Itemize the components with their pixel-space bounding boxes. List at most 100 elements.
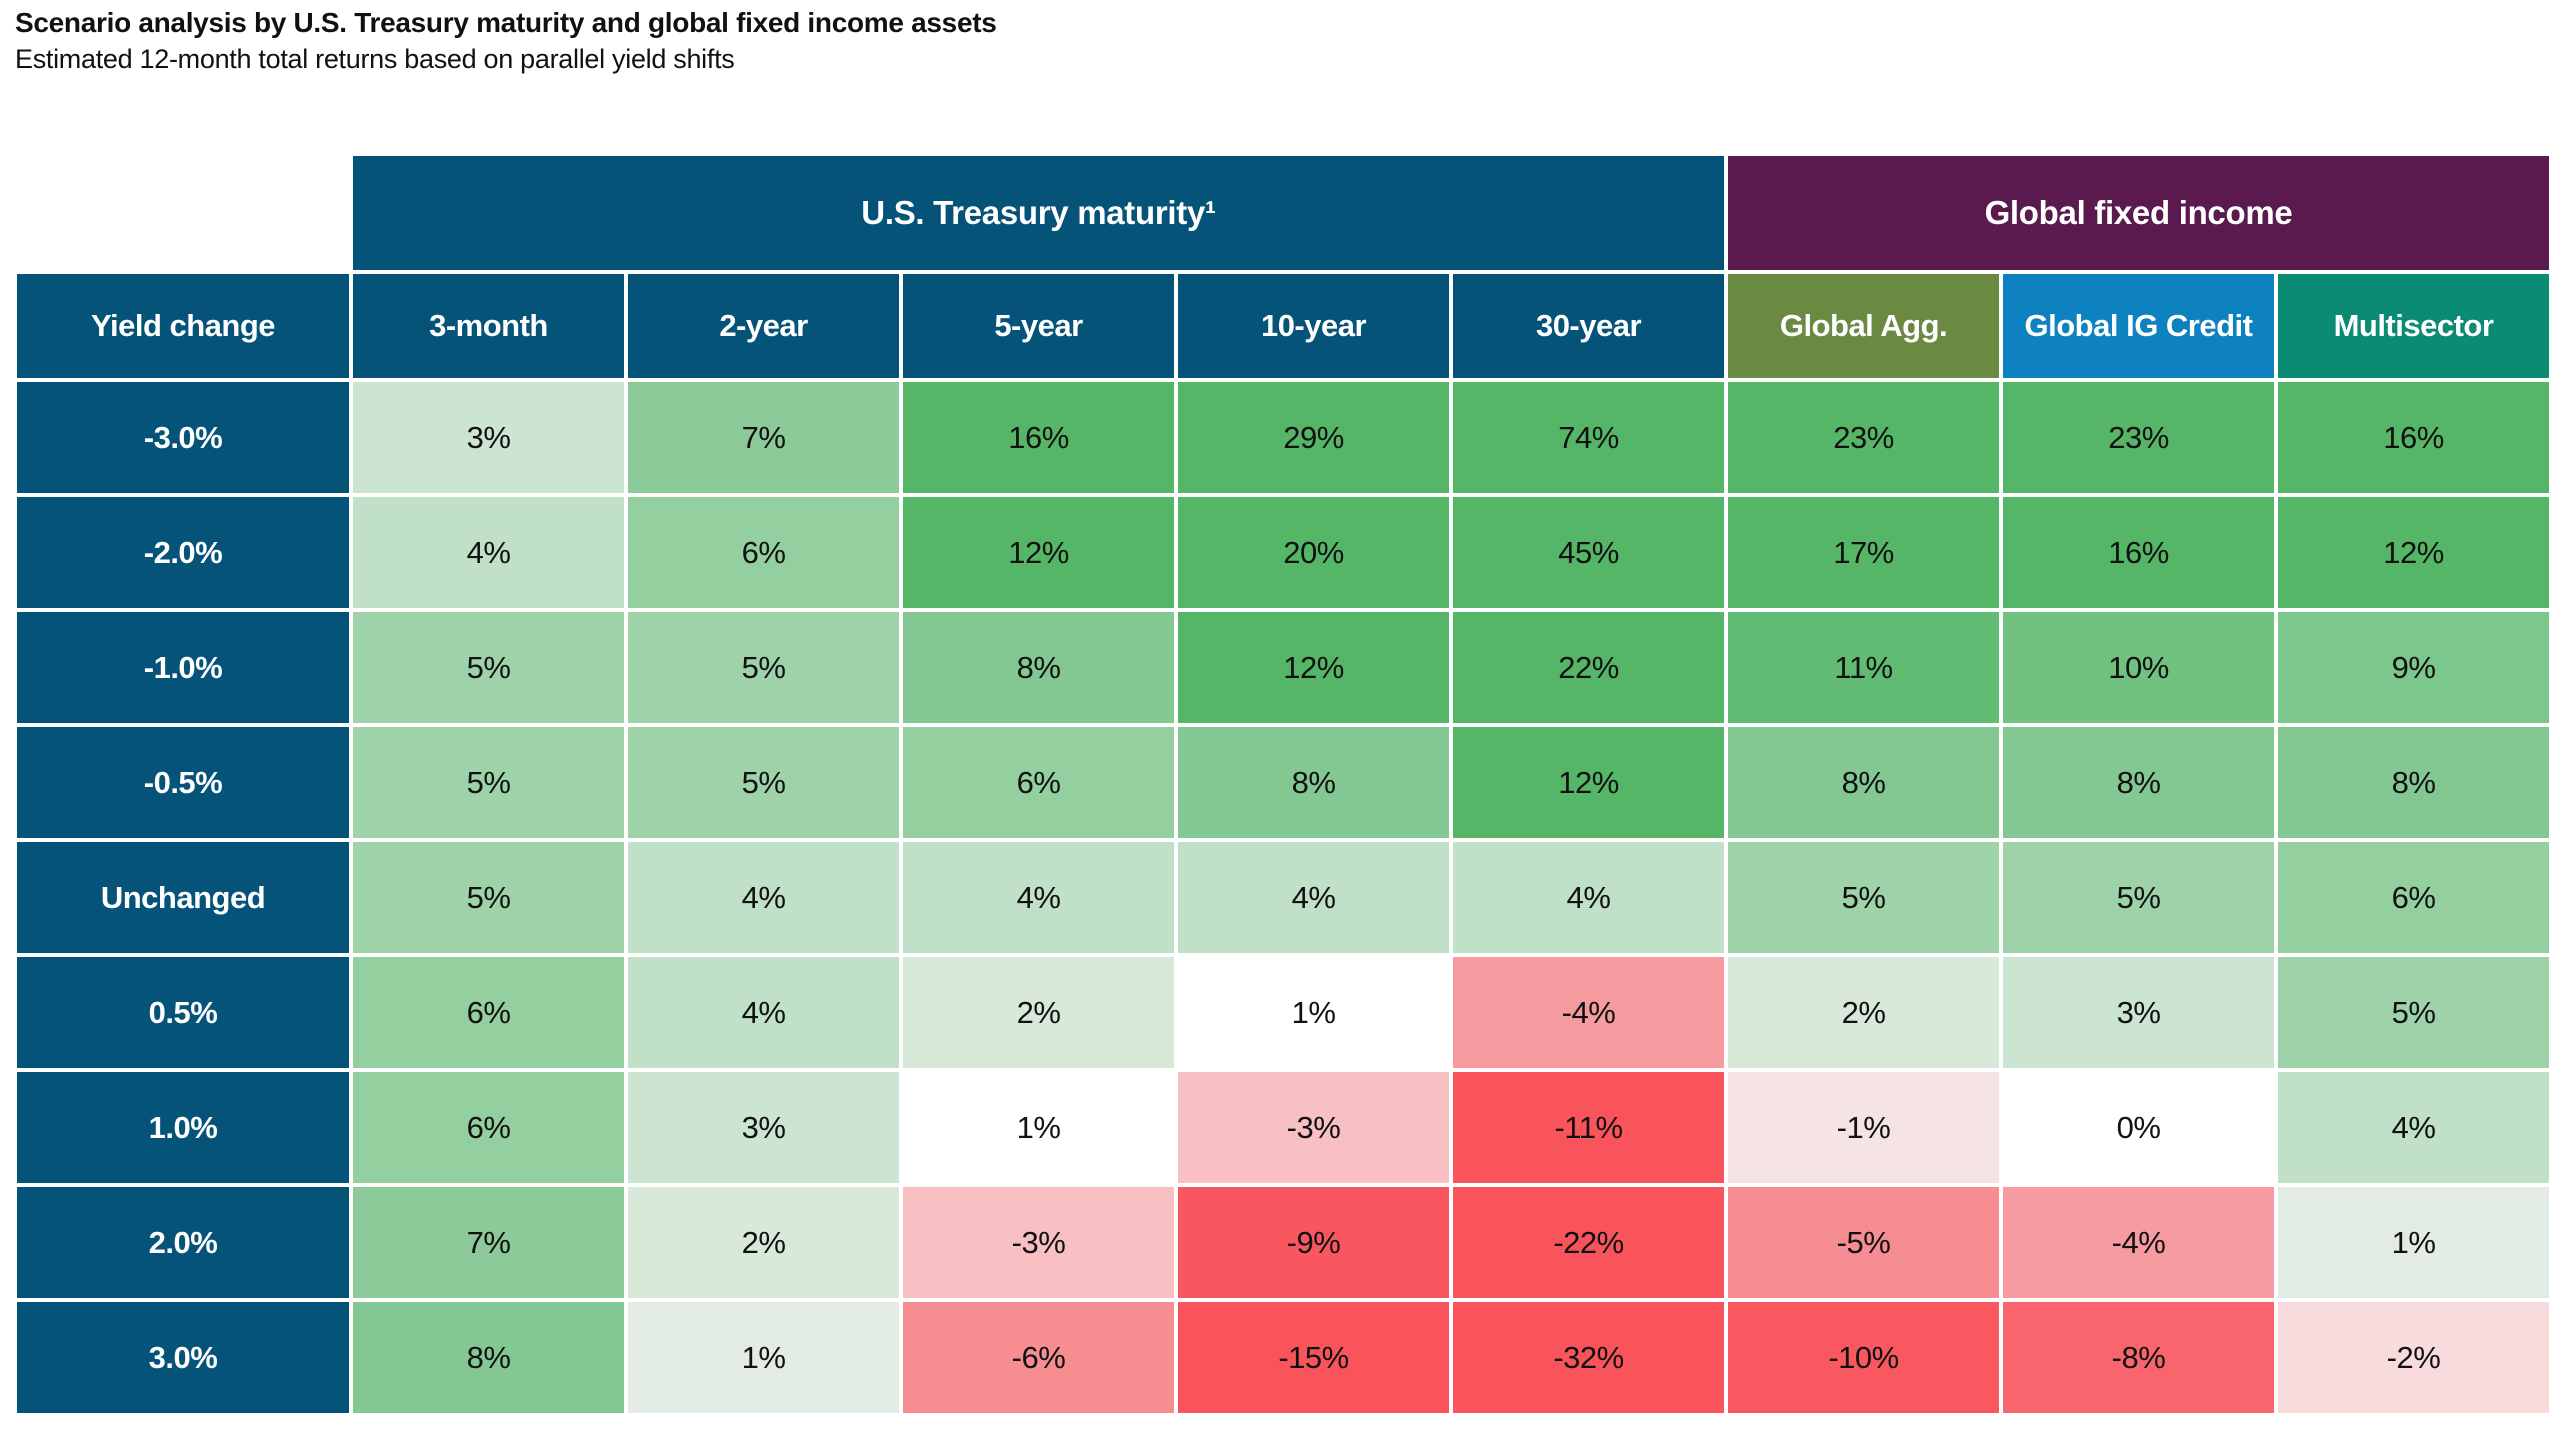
table-cell-0-5-2-year: 4% bbox=[628, 957, 899, 1068]
table-cell-2-0-3-month: 7% bbox=[353, 1187, 624, 1298]
table-cell-3-0-global-ig-credit: -8% bbox=[2003, 1302, 2274, 1413]
table-row-0-5: 0.5% 6% 4% 2% 1% -4% 2% 3% 5% bbox=[17, 957, 2549, 1068]
table-cell-3-0-3-month: 3% bbox=[353, 382, 624, 493]
column-header-global-agg: Global Agg. bbox=[1728, 274, 1999, 378]
table-cell-unchanged-global-ig-credit: 5% bbox=[2003, 842, 2274, 953]
table-row-1-0: 1.0% 6% 3% 1% -3% -11% -1% 0% 4% bbox=[17, 1072, 2549, 1183]
row-label-0-5: -0.5% bbox=[17, 727, 349, 838]
table-cell-2-0-global-agg: -5% bbox=[1728, 1187, 1999, 1298]
table-cell-3-0-multisector: -2% bbox=[2278, 1302, 2549, 1413]
table-cell-3-0-30-year: 74% bbox=[1453, 382, 1724, 493]
table-cell-1-0-multisector: 9% bbox=[2278, 612, 2549, 723]
table-cell-1-0-5-year: 1% bbox=[903, 1072, 1174, 1183]
table-cell-3-0-5-year: 16% bbox=[903, 382, 1174, 493]
table-cell-1-0-global-agg: -1% bbox=[1728, 1072, 1999, 1183]
table-cell-unchanged-30-year: 4% bbox=[1453, 842, 1724, 953]
table-cell-0-5-2-year: 5% bbox=[628, 727, 899, 838]
table-cell-0-5-multisector: 5% bbox=[2278, 957, 2549, 1068]
row-label-2-0: 2.0% bbox=[17, 1187, 349, 1298]
table-cell-3-0-3-month: 8% bbox=[353, 1302, 624, 1413]
scenario-table-container: U.S. Treasury maturity¹ Global fixed inco… bbox=[13, 152, 2553, 1417]
table-cell-2-0-5-year: 12% bbox=[903, 497, 1174, 608]
row-label-1-0: -1.0% bbox=[17, 612, 349, 723]
column-header-global-ig-credit: Global IG Credit bbox=[2003, 274, 2274, 378]
row-label-0-5: 0.5% bbox=[17, 957, 349, 1068]
table-cell-3-0-global-agg: -10% bbox=[1728, 1302, 1999, 1413]
table-cell-2-0-3-month: 4% bbox=[353, 497, 624, 608]
column-header-multisector: Multisector bbox=[2278, 274, 2549, 378]
table-cell-unchanged-10-year: 4% bbox=[1178, 842, 1449, 953]
table-cell-3-0-30-year: -32% bbox=[1453, 1302, 1724, 1413]
table-row-3-0: -3.0% 3% 7% 16% 29% 74% 23% 23% 16% bbox=[17, 382, 2549, 493]
row-axis-header: Yield change bbox=[17, 274, 349, 378]
table-cell-0-5-5-year: 6% bbox=[903, 727, 1174, 838]
table-cell-0-5-5-year: 2% bbox=[903, 957, 1174, 1068]
corner-spacer bbox=[17, 156, 349, 270]
table-row-unchanged: Unchanged 5% 4% 4% 4% 4% 5% 5% 6% bbox=[17, 842, 2549, 953]
column-header-30-year: 30-year bbox=[1453, 274, 1724, 378]
table-cell-3-0-global-ig-credit: 23% bbox=[2003, 382, 2274, 493]
column-header-row: Yield change 3-month 2-year 5-year 10-year 30… bbox=[17, 274, 2549, 378]
group-header-row: U.S. Treasury maturity¹ Global fixed inco… bbox=[17, 156, 2549, 270]
table-cell-3-0-multisector: 16% bbox=[2278, 382, 2549, 493]
column-header-2-year: 2-year bbox=[628, 274, 899, 378]
table-cell-0-5-10-year: 8% bbox=[1178, 727, 1449, 838]
table-cell-1-0-5-year: 8% bbox=[903, 612, 1174, 723]
table-cell-3-0-10-year: 29% bbox=[1178, 382, 1449, 493]
table-cell-0-5-global-agg: 2% bbox=[1728, 957, 1999, 1068]
table-cell-0-5-10-year: 1% bbox=[1178, 957, 1449, 1068]
row-label-1-0: 1.0% bbox=[17, 1072, 349, 1183]
table-cell-2-0-5-year: -3% bbox=[903, 1187, 1174, 1298]
table-cell-1-0-global-agg: 11% bbox=[1728, 612, 1999, 723]
table-cell-0-5-global-ig-credit: 3% bbox=[2003, 957, 2274, 1068]
table-cell-2-0-global-agg: 17% bbox=[1728, 497, 1999, 608]
table-cell-2-0-30-year: 45% bbox=[1453, 497, 1724, 608]
table-cell-2-0-2-year: 2% bbox=[628, 1187, 899, 1298]
table-cell-unchanged-3-month: 5% bbox=[353, 842, 624, 953]
table-cell-1-0-2-year: 3% bbox=[628, 1072, 899, 1183]
table-cell-unchanged-global-agg: 5% bbox=[1728, 842, 1999, 953]
table-cell-2-0-global-ig-credit: -4% bbox=[2003, 1187, 2274, 1298]
row-label-2-0: -2.0% bbox=[17, 497, 349, 608]
table-cell-0-5-3-month: 6% bbox=[353, 957, 624, 1068]
table-cell-3-0-5-year: -6% bbox=[903, 1302, 1174, 1413]
row-label-3-0: 3.0% bbox=[17, 1302, 349, 1413]
table-cell-0-5-3-month: 5% bbox=[353, 727, 624, 838]
table-cell-0-5-30-year: -4% bbox=[1453, 957, 1724, 1068]
table-row-0-5: -0.5% 5% 5% 6% 8% 12% 8% 8% 8% bbox=[17, 727, 2549, 838]
table-row-2-0: 2.0% 7% 2% -3% -9% -22% -5% -4% 1% bbox=[17, 1187, 2549, 1298]
chart-header: Scenario analysis by U.S. Treasury matur… bbox=[15, 6, 997, 75]
table-cell-2-0-10-year: 20% bbox=[1178, 497, 1449, 608]
column-group-global-fixed-income: Global fixed income bbox=[1728, 156, 2549, 270]
table-cell-3-0-global-agg: 23% bbox=[1728, 382, 1999, 493]
page-title: Scenario analysis by U.S. Treasury matur… bbox=[15, 7, 997, 38]
table-cell-1-0-3-month: 6% bbox=[353, 1072, 624, 1183]
page-subtitle: Estimated 12-month total returns based o… bbox=[15, 43, 735, 74]
table-cell-unchanged-multisector: 6% bbox=[2278, 842, 2549, 953]
table-cell-3-0-2-year: 7% bbox=[628, 382, 899, 493]
column-header-5-year: 5-year bbox=[903, 274, 1174, 378]
table-cell-2-0-multisector: 1% bbox=[2278, 1187, 2549, 1298]
table-cell-1-0-global-ig-credit: 0% bbox=[2003, 1072, 2274, 1183]
table-cell-2-0-multisector: 12% bbox=[2278, 497, 2549, 608]
table-cell-1-0-10-year: -3% bbox=[1178, 1072, 1449, 1183]
column-group-u-s-treasury-maturity: U.S. Treasury maturity¹ bbox=[353, 156, 1724, 270]
table-cell-2-0-2-year: 6% bbox=[628, 497, 899, 608]
table-cell-0-5-30-year: 12% bbox=[1453, 727, 1724, 838]
table-row-3-0: 3.0% 8% 1% -6% -15% -32% -10% -8% -2% bbox=[17, 1302, 2549, 1413]
table-cell-2-0-global-ig-credit: 16% bbox=[2003, 497, 2274, 608]
table-cell-1-0-30-year: -11% bbox=[1453, 1072, 1724, 1183]
table-cell-unchanged-5-year: 4% bbox=[903, 842, 1174, 953]
table-cell-0-5-global-agg: 8% bbox=[1728, 727, 1999, 838]
table-row-1-0: -1.0% 5% 5% 8% 12% 22% 11% 10% 9% bbox=[17, 612, 2549, 723]
table-cell-3-0-2-year: 1% bbox=[628, 1302, 899, 1413]
table-cell-3-0-10-year: -15% bbox=[1178, 1302, 1449, 1413]
table-cell-2-0-10-year: -9% bbox=[1178, 1187, 1449, 1298]
scenario-table: U.S. Treasury maturity¹ Global fixed inco… bbox=[13, 152, 2553, 1417]
table-cell-unchanged-2-year: 4% bbox=[628, 842, 899, 953]
row-label-unchanged: Unchanged bbox=[17, 842, 349, 953]
table-cell-0-5-multisector: 8% bbox=[2278, 727, 2549, 838]
table-cell-2-0-30-year: -22% bbox=[1453, 1187, 1724, 1298]
column-header-3-month: 3-month bbox=[353, 274, 624, 378]
table-cell-1-0-10-year: 12% bbox=[1178, 612, 1449, 723]
